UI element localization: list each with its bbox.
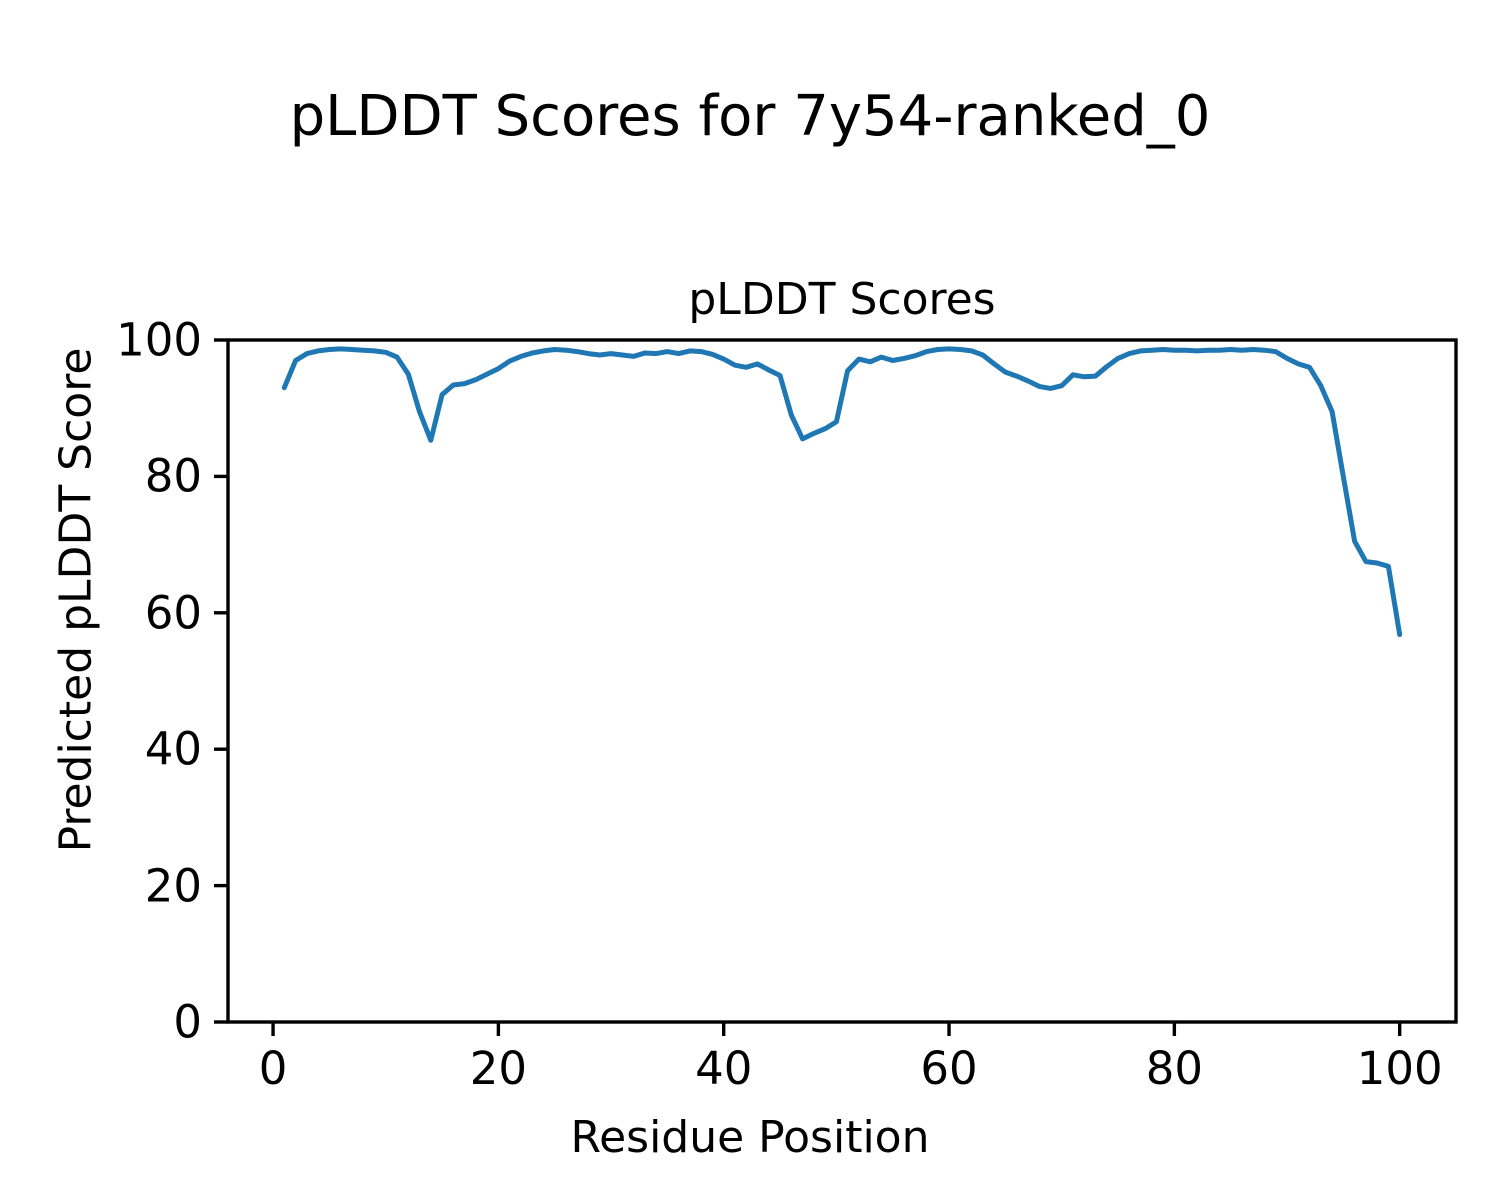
y-tick-label: 0 [173,995,202,1049]
axes-title: pLDDT Scores [688,274,996,325]
x-tick-label: 0 [258,1042,288,1095]
x-tick-label: 100 [1356,1042,1443,1095]
x-tick-label: 60 [920,1042,978,1095]
x-tick-label: 40 [695,1042,753,1095]
y-tick-label: 60 [144,586,202,640]
x-tick-label: 20 [469,1042,528,1095]
x-axis-label: Residue Position [570,1112,930,1163]
y-tick-label: 20 [144,859,202,913]
figure-title: pLDDT Scores for 7y54-ranked_0 [289,84,1211,149]
y-tick-label: 100 [116,313,202,367]
x-tick-label: 80 [1145,1042,1203,1095]
y-axis-label: Predicted pLDDT Score [50,347,102,853]
y-tick-label: 40 [144,722,202,776]
plot-border [226,338,1458,1024]
y-tick-label: 80 [144,449,202,503]
tick-marks [214,338,1402,1036]
plddt-line [281,346,1403,638]
